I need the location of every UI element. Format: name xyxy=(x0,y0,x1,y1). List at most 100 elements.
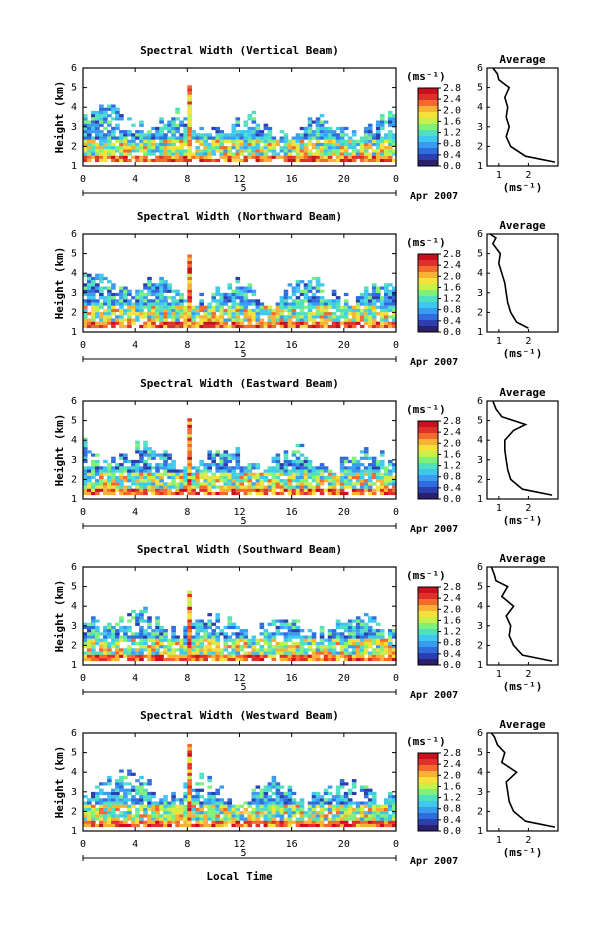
heatmap-cell xyxy=(187,750,192,754)
heatmap-cell xyxy=(339,136,345,140)
heatmap-cell xyxy=(139,482,144,486)
heatmap-cell xyxy=(223,638,229,642)
heatmap-cell xyxy=(243,292,249,297)
heatmap-cell xyxy=(131,146,136,150)
heatmap-cell xyxy=(243,146,249,150)
heatmap-cell xyxy=(127,289,132,293)
heatmap-cell xyxy=(291,485,297,489)
heatmap-cell xyxy=(367,466,373,470)
heatmap-cell xyxy=(295,158,301,163)
heatmap-cell xyxy=(211,629,217,633)
heatmap-cell xyxy=(87,126,92,131)
heatmap-cell xyxy=(263,485,269,489)
heatmap-cell xyxy=(363,638,369,642)
heatmap-cell xyxy=(283,459,289,464)
heatmap-cell xyxy=(163,289,168,293)
heatmap-cell xyxy=(183,469,188,473)
heatmap-cell xyxy=(359,146,365,150)
heatmap-cell xyxy=(271,456,277,460)
heatmap-cell xyxy=(235,315,241,319)
heatmap-cell xyxy=(283,479,289,483)
heatmap-cell xyxy=(187,273,192,277)
heatmap-cell xyxy=(135,466,140,470)
heatmap-cell xyxy=(187,747,192,751)
heatmap-cell xyxy=(355,491,361,496)
heatmap-cell xyxy=(143,305,148,309)
heatmap-cell xyxy=(323,648,329,652)
heatmap-cell xyxy=(139,296,144,300)
heatmap-cell xyxy=(307,466,313,470)
heatmap-cell xyxy=(139,807,144,812)
heatmap-cell xyxy=(115,817,120,821)
heatmap-cell xyxy=(263,126,269,131)
heatmap-cell xyxy=(99,472,104,476)
colorbar-tick-label: 2.0 xyxy=(443,271,461,282)
heatmap-cell xyxy=(343,811,349,815)
heatmap-cell xyxy=(103,657,108,662)
heatmap-cell xyxy=(319,133,325,137)
heatmap-cell xyxy=(359,654,365,658)
heatmap-cell xyxy=(151,324,156,329)
heatmap-cell xyxy=(123,152,128,156)
heatmap-cell xyxy=(351,625,357,630)
heatmap-cell xyxy=(367,130,373,134)
heatmap-cell xyxy=(359,475,365,480)
heatmap-cell xyxy=(363,133,369,137)
heatmap-cell xyxy=(199,807,204,812)
heatmap-cell xyxy=(95,469,100,473)
heatmap-cell xyxy=(175,289,180,293)
heatmap-cell xyxy=(175,139,180,143)
heatmap-cell xyxy=(175,820,180,824)
heatmap-cell xyxy=(255,155,261,159)
heatmap-cell xyxy=(359,296,365,300)
heatmap-cell xyxy=(283,638,289,642)
heatmap-cell xyxy=(287,651,293,655)
heatmap-cell xyxy=(223,133,229,137)
heatmap-cell xyxy=(343,485,349,489)
heatmap-cell xyxy=(223,149,229,153)
heatmap-cell xyxy=(143,149,148,153)
y-tick-label: 4 xyxy=(71,601,77,612)
heatmap-cell xyxy=(387,149,393,153)
heatmap-cell xyxy=(171,798,176,802)
heatmap-cell xyxy=(351,823,357,828)
heatmap-cell xyxy=(291,469,297,473)
heatmap-cell xyxy=(95,286,100,290)
heatmap-cell xyxy=(223,491,229,496)
heatmap-cell xyxy=(303,635,309,639)
heatmap-cell xyxy=(295,488,301,492)
x-tick-label: 12 xyxy=(233,174,245,185)
heatmap-cell xyxy=(247,475,253,480)
heatmap-cell xyxy=(347,459,353,464)
heatmap-cell xyxy=(123,791,128,796)
heatmap-cell xyxy=(167,321,172,325)
heatmap-cell xyxy=(103,318,108,322)
heatmap-cell xyxy=(179,146,184,150)
heatmap-cell xyxy=(87,798,92,802)
heatmap-cell xyxy=(147,133,152,137)
heatmap-cell xyxy=(379,482,385,486)
heatmap-cell xyxy=(383,136,389,140)
heatmap-cell xyxy=(351,641,357,646)
heatmap-cell xyxy=(371,635,377,639)
heatmap-cell xyxy=(371,791,377,796)
heatmap-cell xyxy=(351,142,357,147)
heatmap-cell xyxy=(187,823,192,828)
heatmap-cell xyxy=(135,158,140,163)
heatmap-cell xyxy=(191,312,196,316)
heatmap-cell xyxy=(175,811,180,815)
heatmap-cell xyxy=(219,820,225,824)
heatmap-cell xyxy=(283,450,289,454)
heatmap-cell xyxy=(139,139,144,143)
heatmap-cell xyxy=(387,791,393,796)
heatmap-cell xyxy=(199,136,204,140)
heatmap-cell xyxy=(355,820,361,824)
heatmap-cell xyxy=(215,453,221,457)
heatmap-cell xyxy=(347,622,353,626)
heatmap-cell xyxy=(219,308,225,313)
heatmap-cell xyxy=(91,482,96,486)
heatmap-cell xyxy=(283,648,289,652)
heatmap-cell xyxy=(167,472,172,476)
heatmap-cell xyxy=(111,296,116,300)
heatmap-cell xyxy=(331,654,337,658)
